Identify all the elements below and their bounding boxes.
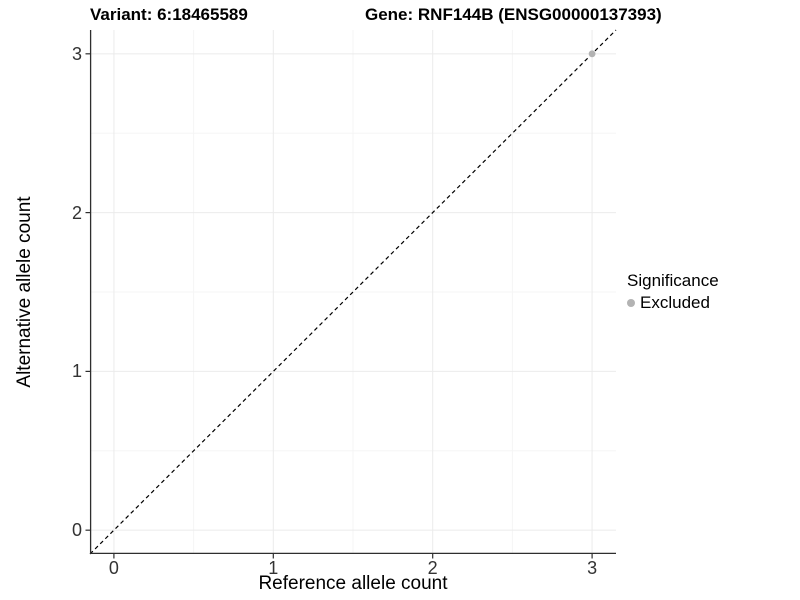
x-tick-label-3: 3 [587,558,598,578]
y-axis-title: Alternative allele count [14,196,35,388]
legend-title: Significance [627,271,719,290]
legend-label: Excluded [640,293,710,312]
y-tick-label-2: 2 [71,202,82,223]
legend: Significance Excluded [627,271,719,313]
identity-line [89,29,617,555]
legend-entry-excluded: Excluded [627,293,719,313]
plot-canvas [85,29,617,559]
legend-entries: Excluded [627,293,719,313]
plot-panel [85,29,617,559]
x-axis-title: Reference allele count [258,573,448,594]
y-tick-label-3: 3 [71,43,82,64]
y-tick-label-1: 1 [71,361,82,382]
data-point-excluded [588,50,596,58]
x-tick-label-0: 0 [108,558,119,578]
x-tick-label-2: 2 [427,558,438,578]
y-tick-label-0: 0 [71,520,82,541]
plot-title-gene: Gene: RNF144B (ENSG00000137393) [365,5,662,24]
x-tick-label-1: 1 [268,558,279,578]
plot-title-variant: Variant: 6:18465589 [90,5,248,24]
legend-point-icon [627,299,635,307]
